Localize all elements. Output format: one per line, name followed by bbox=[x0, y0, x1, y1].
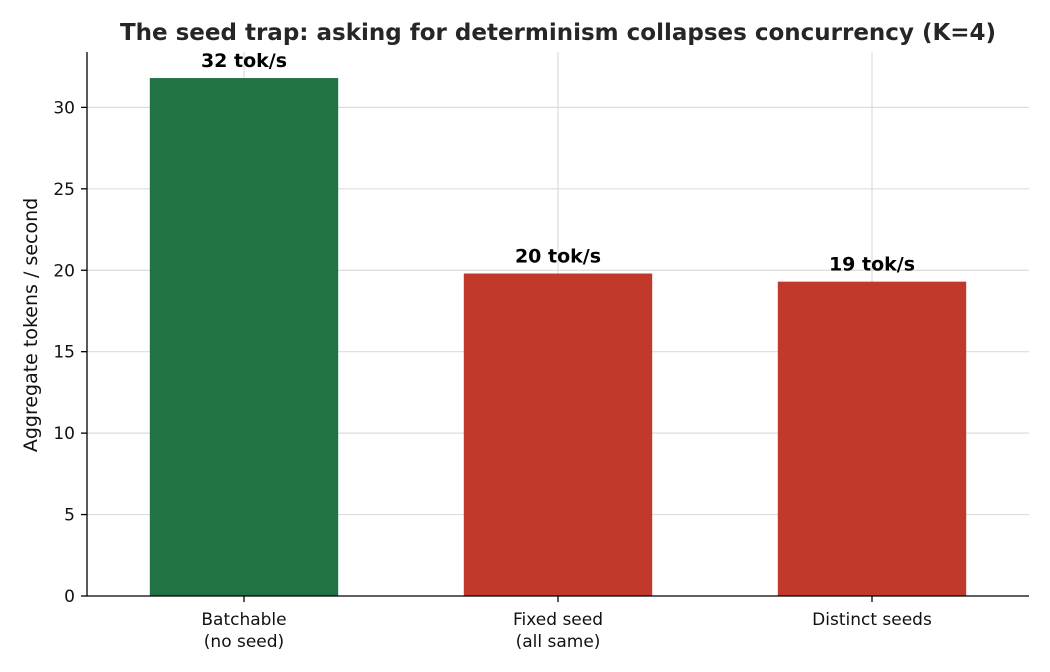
y-tick-label: 0 bbox=[64, 587, 75, 607]
bars bbox=[149, 78, 967, 597]
data-labels: 32 tok/s 20 tok/s 19 tok/s bbox=[201, 50, 915, 276]
x-tick-label-line: Fixed seed bbox=[513, 610, 603, 630]
x-tick-label: Fixed seed (all same) bbox=[513, 610, 603, 652]
y-tick-label: 5 bbox=[64, 506, 75, 526]
x-tick-labels: Batchable (no seed) Fixed seed (all same) Di… bbox=[201, 610, 932, 652]
y-tick-label: 30 bbox=[53, 98, 75, 118]
x-tick-label-line: (no seed) bbox=[204, 632, 284, 652]
bar bbox=[777, 281, 967, 596]
chart-title: The seed trap: asking for determinism co… bbox=[120, 20, 996, 46]
bar bbox=[463, 273, 653, 596]
data-label: 32 tok/s bbox=[201, 50, 287, 72]
y-axis-label: Aggregate tokens / second bbox=[20, 198, 42, 452]
x-tick-label-line: (all same) bbox=[516, 632, 601, 652]
x-tick-label-line: Batchable bbox=[201, 610, 286, 630]
data-label: 19 tok/s bbox=[829, 254, 915, 276]
x-tick-label: Batchable (no seed) bbox=[201, 610, 286, 652]
y-tick-label: 10 bbox=[53, 424, 75, 444]
x-tick-label-line: Distinct seeds bbox=[812, 610, 932, 630]
x-tick-label: Distinct seeds bbox=[812, 610, 932, 630]
data-label: 20 tok/s bbox=[515, 246, 601, 268]
y-tick-label: 20 bbox=[53, 261, 75, 281]
axes bbox=[81, 52, 1029, 602]
y-tick-label: 15 bbox=[53, 343, 75, 363]
y-tick-labels: 0 5 10 15 20 25 30 bbox=[53, 98, 75, 607]
y-tick-label: 25 bbox=[53, 180, 75, 200]
bar bbox=[149, 78, 339, 597]
